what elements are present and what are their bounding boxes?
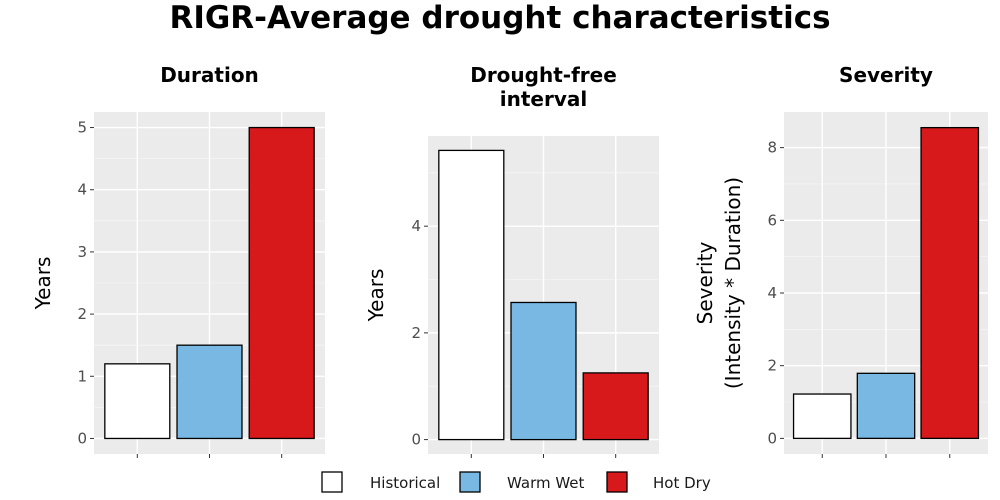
bar-hot-dry <box>582 372 649 441</box>
y-tick-label: 6 <box>767 211 777 229</box>
y-axis-label: Severity <box>693 242 717 325</box>
bar-warm-wet <box>856 372 916 440</box>
y-tick-label: 5 <box>77 119 87 137</box>
legend-label-hot-dry: Hot Dry <box>653 474 711 492</box>
bar-historical <box>792 393 852 440</box>
panel-title: Drought-free <box>470 63 617 87</box>
bar-hot-dry <box>248 126 315 440</box>
y-tick-label: 4 <box>77 181 87 199</box>
y-axis-label: (Intensity * Duration) <box>721 177 745 389</box>
bar-warm-wet <box>510 301 577 441</box>
panel-title: Severity <box>839 63 933 87</box>
legend: Historical Warm Wet Hot Dry <box>321 471 711 493</box>
legend-key-hot-dry <box>606 471 628 493</box>
y-tick-label: 0 <box>77 429 87 447</box>
y-tick-label: 1 <box>77 367 87 385</box>
bar-historical <box>438 149 505 441</box>
y-tick-label: 3 <box>77 243 87 261</box>
panels: 0 1 2 3 4 5 Duration Years 0 2 4 Drought-freeinterv… <box>31 63 988 458</box>
legend-label-warm-wet: Warm Wet <box>507 474 585 492</box>
y-tick-label: 8 <box>767 139 777 157</box>
y-axis-label: Years <box>364 269 388 323</box>
legend-key-warm-wet <box>459 471 481 493</box>
legend-key-historical <box>321 471 343 493</box>
bar-warm-wet <box>176 344 243 440</box>
y-tick-label: 2 <box>411 324 421 342</box>
chart-title: RIGR-Average drought characteristics <box>169 0 830 36</box>
y-tick-label: 2 <box>77 305 87 323</box>
bar-historical <box>104 363 171 440</box>
y-tick-label: 2 <box>767 357 777 375</box>
y-tick-label: 4 <box>411 217 421 235</box>
y-tick-label: 0 <box>411 431 421 449</box>
legend-label-historical: Historical <box>370 474 440 492</box>
bar-hot-dry <box>920 126 980 440</box>
panel-title: Duration <box>160 63 259 87</box>
panel-title: interval <box>500 87 587 111</box>
panel-1: 0 1 2 3 4 5 Duration Years <box>31 63 325 458</box>
y-tick-label: 4 <box>767 284 777 302</box>
y-axis-label: Years <box>31 257 55 311</box>
y-tick-label: 0 <box>767 429 777 447</box>
